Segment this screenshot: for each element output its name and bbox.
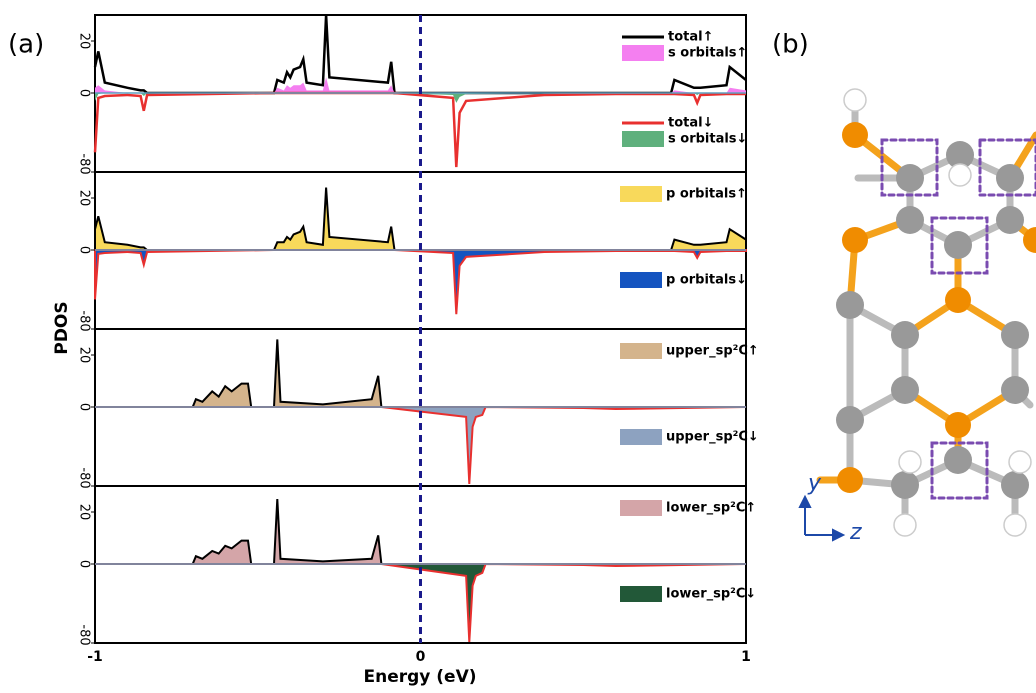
y-tick-label: 20 — [77, 33, 92, 50]
y-tick-label: 0 — [77, 560, 92, 568]
x-tick-label: 1 — [741, 649, 751, 665]
legend-label: lower_sp²C↓ — [666, 587, 756, 602]
legend-label: s orbitals↓ — [668, 132, 747, 147]
y-tick-label: -80 — [77, 310, 92, 331]
legend-swatch — [620, 500, 662, 516]
legend-swatch — [620, 429, 662, 445]
subplot: lower_sp²C↑ lower_sp²C↓ -80 0 20 -1 0 1 — [77, 486, 757, 665]
subplot: p orbitals↑ p orbitals↓ -80 0 20 — [77, 172, 748, 332]
legend-swatch — [622, 131, 664, 147]
y-axis-label: PDOS — [52, 301, 72, 354]
legend-label: total↓ — [668, 116, 713, 131]
legend-swatch — [622, 45, 664, 61]
legend-swatch — [620, 186, 662, 202]
y-tick-label: 0 — [77, 89, 92, 97]
y-tick-label: 20 — [77, 347, 92, 364]
x-axis-label: Energy (eV) — [363, 667, 476, 687]
y-tick-label: 20 — [77, 190, 92, 207]
axis-label: z — [849, 520, 862, 545]
structure: y z — [800, 89, 1036, 545]
y-tick-label: -80 — [77, 624, 92, 645]
legend-swatch — [620, 272, 662, 288]
y-tick-label: 20 — [77, 504, 92, 521]
legend-swatch — [620, 586, 662, 602]
y-tick-label: -80 — [77, 467, 92, 488]
legend-label: lower_sp²C↑ — [666, 501, 756, 516]
legend-label: p orbitals↑ — [666, 187, 747, 202]
subplot: total↑s orbitals↑ total↓s orbitals↓ -80 0 20 — [77, 15, 748, 175]
x-tick-label: -1 — [87, 649, 103, 665]
legend-label: upper_sp²C↑ — [666, 344, 759, 359]
panel-label: (a) — [8, 30, 44, 60]
figure: (a) (b) PDOS Energy (eV) — [0, 0, 1036, 689]
legend-label: total↑ — [668, 30, 713, 45]
y-tick-label: 0 — [77, 246, 92, 254]
y-tick-label: -80 — [77, 153, 92, 174]
legend-label: s orbitals↑ — [668, 46, 747, 61]
subplot: upper_sp²C↑ upper_sp²C↓ -80 0 20 — [77, 329, 759, 489]
legend-swatch — [620, 343, 662, 359]
x-tick-label: 0 — [416, 649, 426, 665]
legend-label: upper_sp²C↓ — [666, 430, 759, 445]
y-tick-label: 0 — [77, 403, 92, 411]
legend-label: p orbitals↓ — [666, 273, 747, 288]
axis-label: y — [807, 471, 822, 496]
panel-label: (b) — [772, 30, 809, 60]
